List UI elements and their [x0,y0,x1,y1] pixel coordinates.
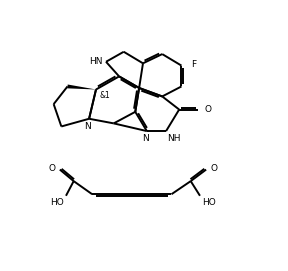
Text: N: N [84,122,91,131]
Text: O: O [204,105,212,114]
Text: HO: HO [202,198,216,207]
Text: HO: HO [50,198,64,207]
Text: O: O [211,164,218,173]
Text: NH: NH [168,134,181,143]
Text: &1: &1 [100,91,111,100]
Text: O: O [48,164,55,173]
Text: F: F [192,60,197,69]
Polygon shape [67,85,96,89]
Text: HN: HN [90,57,103,66]
Text: N: N [142,134,149,143]
